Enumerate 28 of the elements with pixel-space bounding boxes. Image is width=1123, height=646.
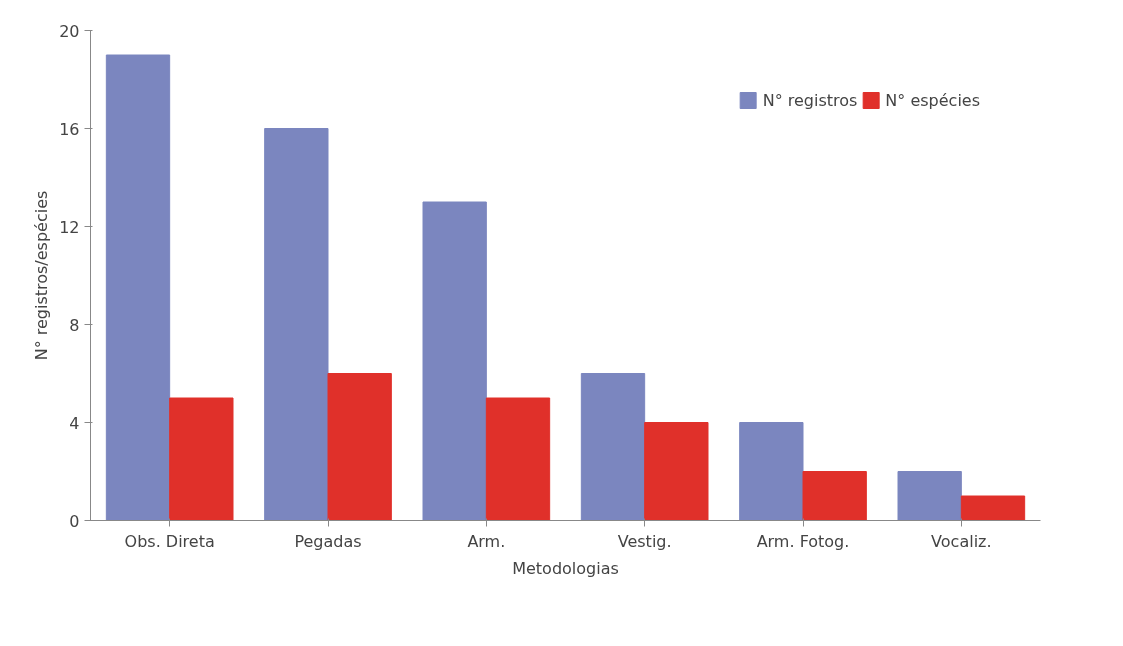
bar (485, 397, 551, 521)
bar (644, 422, 709, 521)
x-tick-label: Pegadas (294, 531, 362, 551)
bar (327, 373, 392, 521)
y-tick-label: 12 (59, 217, 80, 237)
y-tick-label: 4 (69, 413, 80, 433)
x-tick-label: Obs. Direta (124, 531, 215, 551)
legend-label: N° registros (762, 90, 858, 110)
y-tick-label: 20 (59, 21, 80, 41)
y-tick-label: 16 (59, 119, 80, 139)
bar (264, 128, 329, 521)
legend-label: N° espécies (885, 90, 980, 110)
x-tick-label: Vestig. (617, 531, 672, 551)
y-axis-title: N° registros/espécies (32, 190, 52, 361)
bar (169, 397, 234, 521)
x-tick-label: Vocaliz. (931, 531, 992, 551)
bar (580, 373, 646, 521)
x-tick-label: Arm. Fotog. (756, 531, 850, 551)
bar (422, 201, 487, 521)
bar (739, 422, 804, 521)
y-tick-label: 0 (69, 511, 80, 531)
bar (960, 495, 1026, 521)
bar (897, 471, 962, 521)
y-tick-label: 8 (69, 315, 80, 335)
x-axis-title: Metodologias (512, 558, 619, 578)
x-tick-label: Arm. (467, 531, 506, 551)
bar (802, 471, 867, 521)
bar (105, 54, 171, 521)
